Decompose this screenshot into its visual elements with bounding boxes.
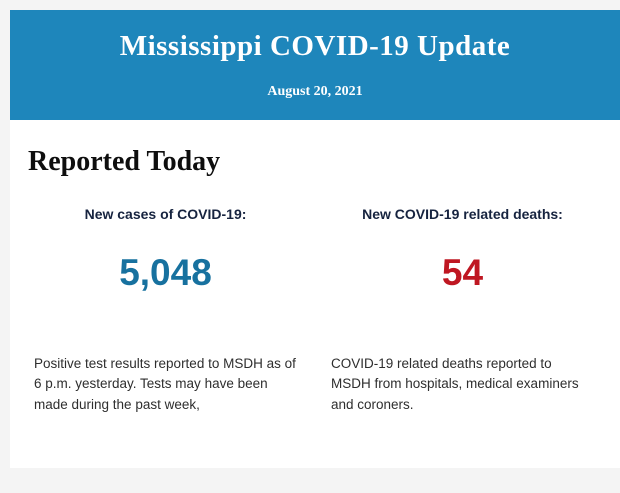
newsletter-card: Mississippi COVID-19 Update August 20, 2… (10, 10, 620, 468)
new-deaths-description: COVID-19 related deaths reported to MSDH… (331, 356, 579, 412)
newsletter-date: August 20, 2021 (267, 84, 363, 99)
page: Mississippi COVID-19 Update August 20, 2… (0, 10, 620, 493)
stat-new-cases: New cases of COVID-19: 5,048 Positive te… (34, 206, 297, 415)
new-cases-value: 5,048 (119, 252, 212, 293)
section-title: Reported Today (28, 146, 221, 177)
new-deaths-label: New COVID-19 related deaths: (362, 206, 563, 222)
newsletter-title: Mississippi COVID-19 Update (119, 30, 511, 62)
content-area: Reported Today New cases of COVID-19: 5,… (10, 120, 620, 468)
new-cases-description: Positive test results reported to MSDH a… (34, 356, 296, 412)
stat-new-deaths: New COVID-19 related deaths: 54 COVID-19… (331, 206, 594, 415)
header-banner: Mississippi COVID-19 Update August 20, 2… (10, 10, 620, 120)
stats-grid: New cases of COVID-19: 5,048 Positive te… (28, 206, 600, 415)
new-cases-label: New cases of COVID-19: (84, 206, 247, 222)
new-deaths-value: 54 (441, 252, 484, 293)
